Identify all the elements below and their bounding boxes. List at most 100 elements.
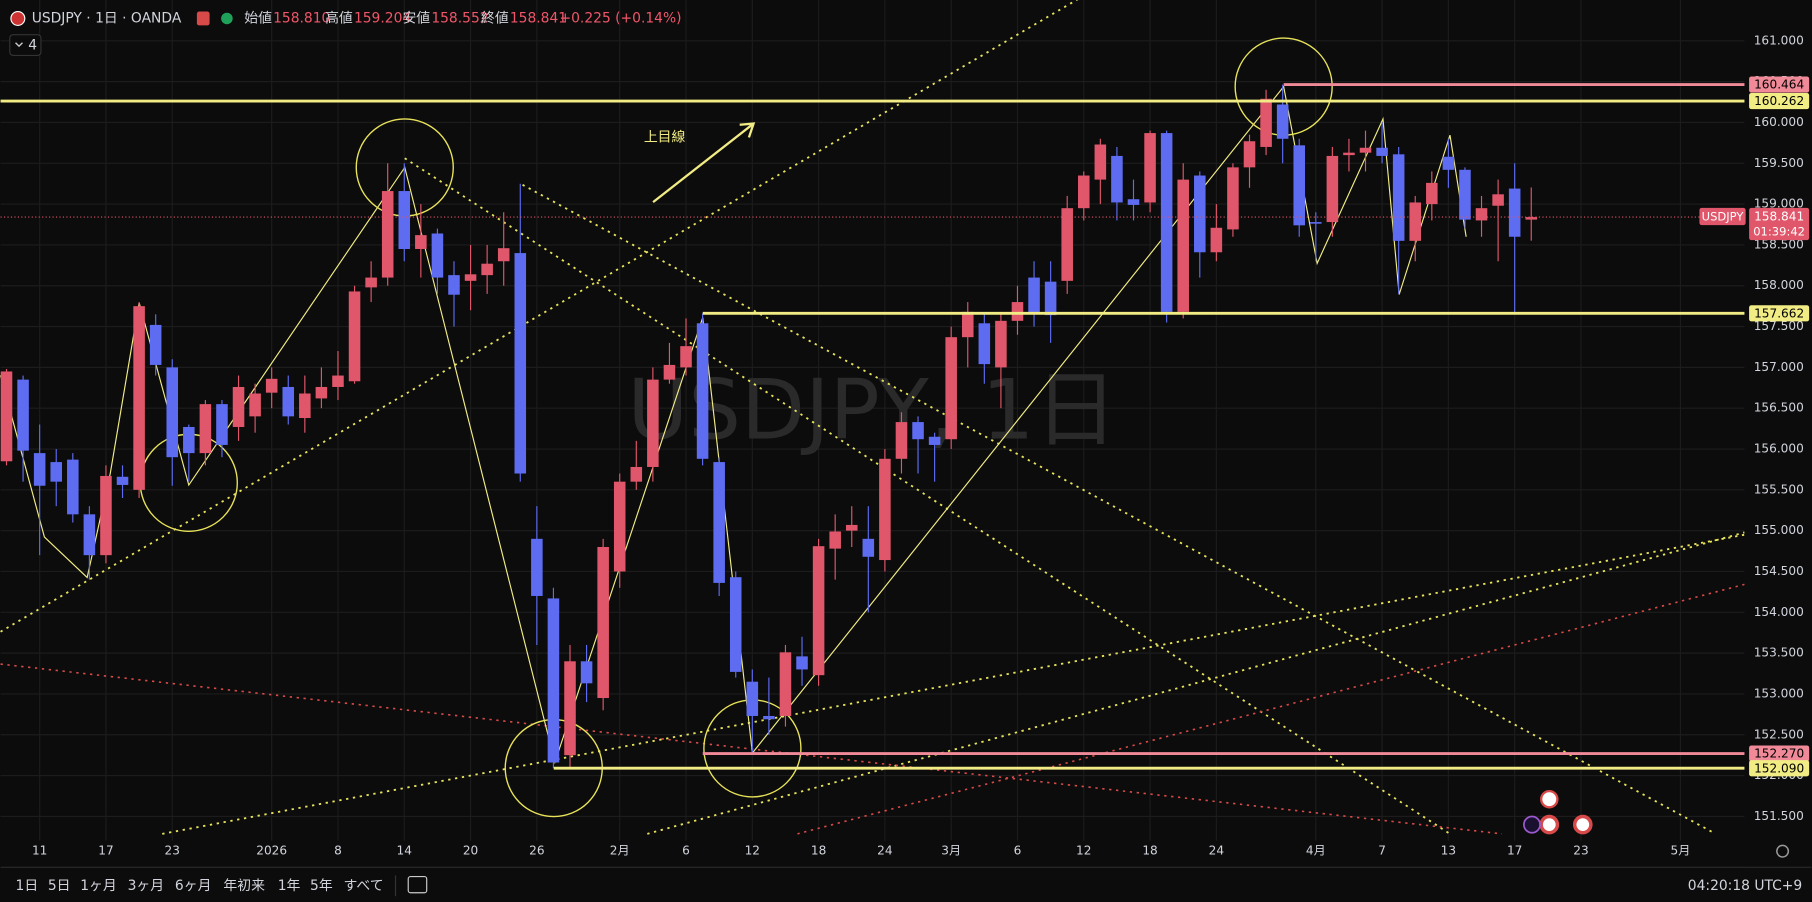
candle-body [464, 274, 477, 281]
calendar-button[interactable] [407, 876, 428, 894]
flag-button[interactable] [196, 11, 210, 26]
candle-body [332, 375, 344, 387]
candle-body [845, 524, 858, 531]
level-label: 152.270 [1754, 747, 1804, 761]
candle-body [1243, 141, 1256, 168]
open-label: 始値 [244, 10, 272, 26]
candle-body [1144, 133, 1156, 203]
candle-body [497, 248, 510, 262]
candle-body [166, 367, 179, 458]
candle-body [1409, 202, 1422, 241]
candle-body [1210, 227, 1223, 253]
high-value: 159.204 [354, 10, 411, 26]
candle-body [829, 531, 841, 549]
candle-body [1177, 179, 1189, 312]
candle-body [67, 459, 79, 515]
candle-body [812, 546, 825, 676]
level-label: 152.090 [1754, 761, 1804, 775]
candle-body [1326, 155, 1339, 223]
candle-body [1276, 104, 1289, 139]
high-label: 高値 [325, 9, 353, 26]
candle-body [33, 453, 46, 486]
y-tick-label: 159.000 [1754, 197, 1804, 211]
candle-body [928, 436, 941, 445]
candle-body [663, 364, 676, 380]
candle-body [1392, 154, 1405, 241]
price-tag-label: 158.841 [1754, 210, 1804, 224]
low-value: 158.552 [431, 10, 488, 26]
level-label: 160.262 [1754, 94, 1804, 108]
y-tick-label: 157.500 [1754, 319, 1804, 333]
range-button[interactable]: 1年 [278, 878, 301, 894]
candle-body [713, 462, 725, 583]
candle-body [265, 378, 278, 393]
candle-body [895, 422, 908, 459]
candle-body [729, 577, 742, 672]
x-tick-label: 4月 [1306, 844, 1326, 858]
symbol-tag-label: USDJPY [1702, 210, 1745, 224]
x-tick-label: 18 [1142, 844, 1157, 858]
candle-body [514, 253, 527, 474]
candle-body [83, 514, 96, 556]
change: +0.225 (+0.14%) [560, 10, 682, 26]
range-button[interactable]: 3ヶ月 [128, 878, 164, 894]
x-tick-label: 24 [877, 844, 893, 858]
candle-body [1160, 133, 1173, 312]
indicator-toggle[interactable] [9, 34, 42, 57]
candle-body [1293, 145, 1305, 226]
range-button[interactable]: 年初来 [223, 877, 265, 894]
chevron [15, 42, 23, 48]
x-tick-label: 17 [98, 844, 113, 858]
candle-body [216, 404, 228, 445]
range-button[interactable]: 1日 [16, 878, 39, 894]
candles [0, 84, 1538, 769]
y-tick-label: 155.000 [1754, 523, 1804, 537]
candle-body [680, 346, 692, 368]
candle-body [415, 235, 427, 250]
candle-body [299, 393, 311, 418]
candle-body [448, 275, 460, 295]
level-label: 157.662 [1754, 306, 1804, 320]
candle-body [1028, 277, 1040, 313]
candle-body [1426, 182, 1438, 205]
candle-body [365, 277, 377, 288]
candle-body [1077, 175, 1090, 209]
candle-body [50, 462, 63, 482]
range-button[interactable]: 5日 [48, 878, 71, 894]
x-tick-label: 13 [1441, 844, 1456, 858]
y-tick-label: 156.000 [1754, 442, 1804, 456]
candle-body [1459, 169, 1471, 220]
symbol: USDJPY · 1日 · OANDA [32, 10, 182, 26]
price-tag [1749, 207, 1810, 241]
y-tick-label: 153.500 [1754, 646, 1804, 660]
y-tick-label: 161.000 [1754, 33, 1804, 47]
level-tag [1749, 92, 1810, 110]
close-label: 終値 [481, 10, 509, 26]
candle-body [978, 323, 991, 365]
range-button[interactable]: 6ヶ月 [175, 878, 212, 894]
candle-body [613, 481, 626, 572]
candle-body [796, 656, 808, 670]
y-tick-label: 151.500 [1754, 809, 1804, 823]
x-tick-label: 24 [1209, 844, 1225, 858]
candle-body [1475, 208, 1488, 221]
trend-line [0, 0, 1079, 633]
range-button[interactable]: すべて [344, 878, 384, 894]
level-tag [1749, 745, 1810, 762]
settings-icon[interactable] [1776, 844, 1790, 858]
grid [0, 0, 1745, 841]
range-button[interactable]: 5年 [310, 878, 333, 894]
level-tag [1749, 760, 1810, 777]
clock: 04:20:18 UTC+9 [1688, 878, 1802, 894]
annotation: 上目線 [644, 129, 686, 145]
candle-body [531, 538, 543, 596]
candle-body [1376, 147, 1388, 156]
candle-body [1094, 144, 1107, 180]
candle-body [1492, 194, 1504, 206]
candle-body [249, 393, 261, 417]
event-icon [1572, 814, 1593, 835]
range-button[interactable]: 1ヶ月 [80, 878, 117, 894]
candle-body [564, 661, 576, 756]
